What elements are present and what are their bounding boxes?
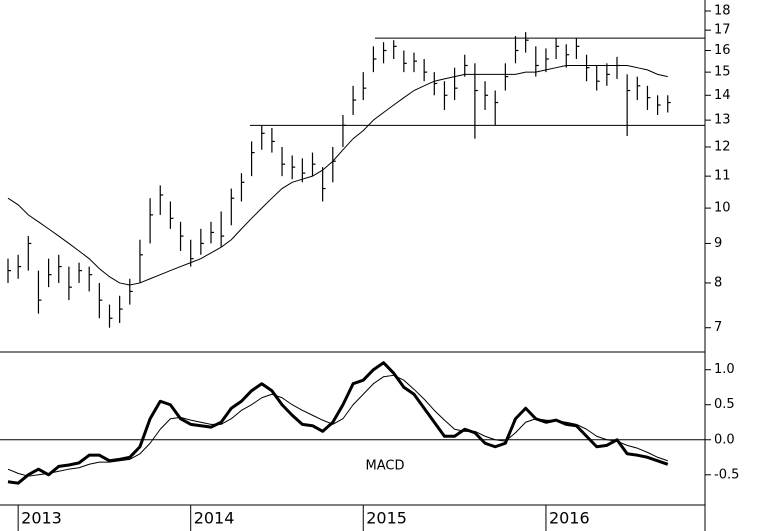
y-tick-label: 13 <box>714 113 731 128</box>
x-tick-label: 2014 <box>194 509 235 528</box>
y-tick-label: 11 <box>714 169 731 184</box>
y-tick-label: 16 <box>714 43 731 58</box>
y-tick-label: 12 <box>714 139 731 154</box>
y-tick-label: 7 <box>714 320 722 335</box>
y-tick-label: 10 <box>714 201 731 216</box>
y-tick-label: 9 <box>714 236 722 251</box>
y-tick-label: 14 <box>714 88 731 103</box>
x-tick-label: 2015 <box>366 509 407 528</box>
macd-title: MACD <box>366 459 405 474</box>
y-tick-label: 0.5 <box>714 397 735 412</box>
y-tick-label: 8 <box>714 275 722 290</box>
y-tick-label: 0.0 <box>714 432 735 447</box>
moving-average <box>7 64 668 286</box>
macd-line <box>7 374 668 477</box>
y-tick-label: 1.0 <box>714 362 735 377</box>
x-tick-label: 2016 <box>549 509 590 528</box>
x-tick-label: 2013 <box>21 509 62 528</box>
y-tick-label: -0.5 <box>714 467 739 482</box>
y-tick-label: 18 <box>714 3 731 18</box>
y-tick-label: 15 <box>714 65 731 80</box>
y-tick-label: 17 <box>714 23 731 38</box>
